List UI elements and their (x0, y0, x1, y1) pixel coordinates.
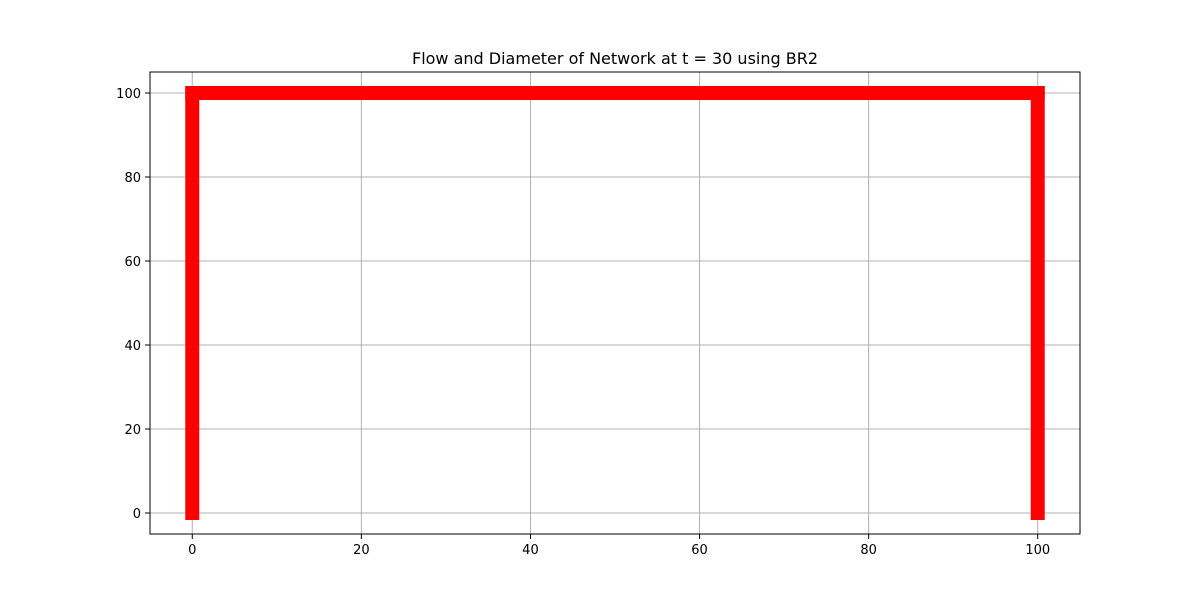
x-tick-label: 0 (188, 543, 196, 558)
x-tick-label: 20 (353, 543, 370, 558)
axis-ticks: 0 20 40 60 80 100 0 20 40 60 80 100 (116, 87, 1050, 558)
y-tick-label: 60 (124, 255, 141, 270)
x-tick-label: 100 (1025, 543, 1050, 558)
y-tick-label: 100 (116, 87, 141, 102)
chart-title: Flow and Diameter of Network at t = 30 u… (412, 49, 818, 68)
data-segments (185, 86, 1045, 520)
x-tick-label: 60 (691, 543, 708, 558)
y-tick-label: 20 (124, 423, 141, 438)
x-tick-label: 80 (860, 543, 877, 558)
y-tick-label: 40 (124, 339, 141, 354)
grid-lines (150, 72, 1080, 534)
x-tick-label: 40 (522, 543, 539, 558)
plot-frame (149, 71, 1081, 535)
y-tick-label: 80 (124, 171, 141, 186)
y-tick-label: 0 (133, 507, 141, 522)
